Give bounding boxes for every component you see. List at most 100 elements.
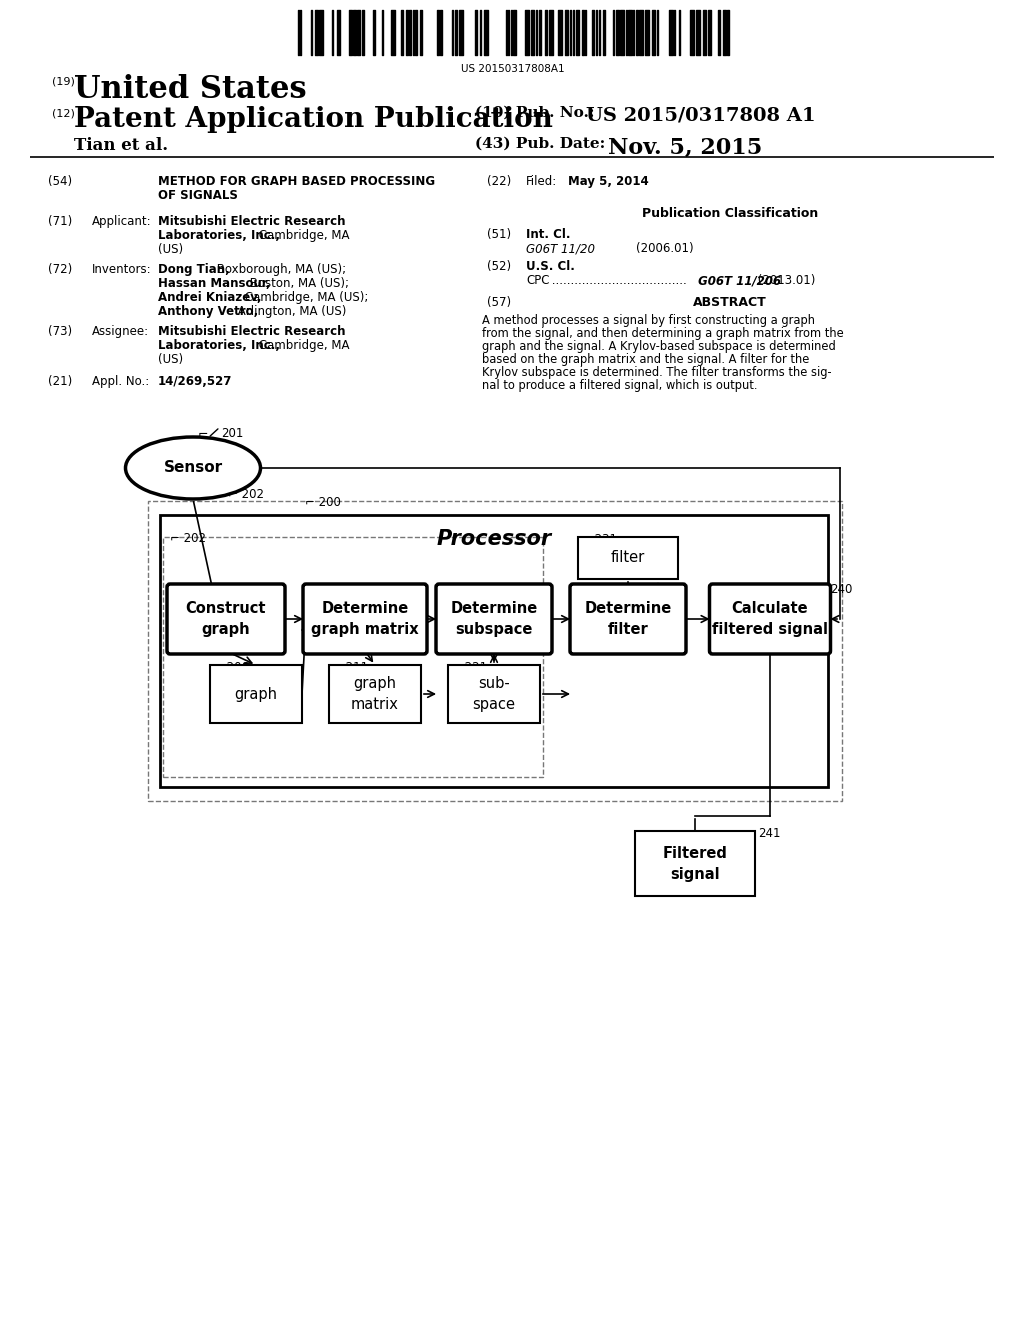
Text: (2006.01): (2006.01) <box>636 242 693 255</box>
Text: Krylov subspace is determined. The filter transforms the sig-: Krylov subspace is determined. The filte… <box>482 366 831 379</box>
Text: 241: 241 <box>758 828 780 840</box>
Text: (10) Pub. No.:: (10) Pub. No.: <box>475 106 595 120</box>
Text: filter: filter <box>611 550 645 565</box>
Text: Anthony Vetro,: Anthony Vetro, <box>158 305 258 318</box>
FancyBboxPatch shape <box>635 832 755 896</box>
Text: ⌐ 202: ⌐ 202 <box>228 488 264 502</box>
Text: Inventors:: Inventors: <box>92 263 152 276</box>
FancyBboxPatch shape <box>710 583 830 653</box>
Text: US 20150317808A1: US 20150317808A1 <box>461 63 564 74</box>
Text: (US): (US) <box>158 352 183 366</box>
Text: (12): (12) <box>52 108 75 117</box>
Text: (19): (19) <box>52 77 75 86</box>
Text: OF SIGNALS: OF SIGNALS <box>158 189 238 202</box>
Text: (51): (51) <box>487 228 511 242</box>
Text: Laboratories, Inc.,: Laboratories, Inc., <box>158 228 280 242</box>
Text: Arlington, MA (US): Arlington, MA (US) <box>234 305 346 318</box>
Text: (21): (21) <box>48 375 73 388</box>
Text: ⌐ 220: ⌐ 220 <box>444 583 480 597</box>
Text: Construct
graph: Construct graph <box>185 601 266 638</box>
Text: based on the graph matrix and the signal. A filter for the: based on the graph matrix and the signal… <box>482 352 809 366</box>
Text: (54): (54) <box>48 176 72 187</box>
Text: Processor: Processor <box>436 529 552 549</box>
Text: nal to produce a filtered signal, which is output.: nal to produce a filtered signal, which … <box>482 379 758 392</box>
Text: ⌐ 230: ⌐ 230 <box>578 583 613 597</box>
FancyBboxPatch shape <box>578 537 678 579</box>
Text: (43) Pub. Date:: (43) Pub. Date: <box>475 137 605 150</box>
FancyBboxPatch shape <box>449 665 540 723</box>
Text: ....................................: .................................... <box>548 275 687 286</box>
Text: Determine
subspace: Determine subspace <box>451 601 538 638</box>
Text: Nov. 5, 2015: Nov. 5, 2015 <box>608 137 762 158</box>
Text: Andrei Kniazev,: Andrei Kniazev, <box>158 290 261 304</box>
Text: ⌐ 206: ⌐ 206 <box>213 661 249 675</box>
Text: ⌐: ⌐ <box>743 828 753 840</box>
Text: Mitsubishi Electric Research: Mitsubishi Electric Research <box>158 215 345 228</box>
Text: United States: United States <box>74 74 306 106</box>
Text: G06T 11/206: G06T 11/206 <box>694 275 781 286</box>
Text: Cambridge, MA (US);: Cambridge, MA (US); <box>241 290 369 304</box>
Text: Tian et al.: Tian et al. <box>74 137 168 154</box>
FancyBboxPatch shape <box>329 665 421 723</box>
Text: Int. Cl.: Int. Cl. <box>526 228 570 242</box>
Text: ⌐ 211: ⌐ 211 <box>332 661 368 675</box>
Text: CPC: CPC <box>526 275 550 286</box>
Text: Hassan Mansour,: Hassan Mansour, <box>158 277 270 290</box>
Text: ⌐ 231: ⌐ 231 <box>581 533 617 546</box>
Text: Cambridge, MA: Cambridge, MA <box>255 228 349 242</box>
Text: (22): (22) <box>487 176 511 187</box>
FancyBboxPatch shape <box>570 583 686 653</box>
Text: Appl. No.:: Appl. No.: <box>92 375 150 388</box>
Text: from the signal, and then determining a graph matrix from the: from the signal, and then determining a … <box>482 327 844 341</box>
Ellipse shape <box>126 437 260 499</box>
Text: ⌐ 200: ⌐ 200 <box>305 496 341 510</box>
Text: Calculate
filtered signal: Calculate filtered signal <box>712 601 828 638</box>
Text: graph
matrix: graph matrix <box>351 676 399 711</box>
Text: Determine
filter: Determine filter <box>585 601 672 638</box>
Text: Assignee:: Assignee: <box>92 325 150 338</box>
Text: G06T 11/20: G06T 11/20 <box>526 242 595 255</box>
Text: ⌐ 210: ⌐ 210 <box>311 583 347 597</box>
Text: (71): (71) <box>48 215 73 228</box>
Text: Patent Application Publication: Patent Application Publication <box>74 106 553 133</box>
Text: Boxborough, MA (US);: Boxborough, MA (US); <box>213 263 346 276</box>
FancyBboxPatch shape <box>210 665 302 723</box>
Text: Mitsubishi Electric Research: Mitsubishi Electric Research <box>158 325 345 338</box>
Text: Dong Tian,: Dong Tian, <box>158 263 229 276</box>
Text: Boston, MA (US);: Boston, MA (US); <box>246 277 349 290</box>
Text: Filed:: Filed: <box>526 176 557 187</box>
Text: 14/269,527: 14/269,527 <box>158 375 232 388</box>
Text: (72): (72) <box>48 263 73 276</box>
Text: 201: 201 <box>221 426 244 440</box>
Text: Determine
graph matrix: Determine graph matrix <box>311 601 419 638</box>
Text: METHOD FOR GRAPH BASED PROCESSING: METHOD FOR GRAPH BASED PROCESSING <box>158 176 435 187</box>
Text: ⌐ 202: ⌐ 202 <box>170 532 206 545</box>
Text: (US): (US) <box>158 243 183 256</box>
FancyBboxPatch shape <box>436 583 552 653</box>
Text: (2013.01): (2013.01) <box>754 275 815 286</box>
Text: Publication Classification: Publication Classification <box>642 207 818 220</box>
Text: 240: 240 <box>830 583 852 597</box>
Text: (57): (57) <box>487 296 511 309</box>
Text: Laboratories, Inc.,: Laboratories, Inc., <box>158 339 280 352</box>
Text: (73): (73) <box>48 325 72 338</box>
Text: Sensor: Sensor <box>164 461 222 475</box>
Text: May 5, 2014: May 5, 2014 <box>568 176 649 187</box>
Text: A method processes a signal by first constructing a graph: A method processes a signal by first con… <box>482 314 815 327</box>
Text: ⌐ 205: ⌐ 205 <box>175 583 211 597</box>
Text: Cambridge, MA: Cambridge, MA <box>255 339 349 352</box>
Text: ABSTRACT: ABSTRACT <box>693 296 767 309</box>
Text: U.S. Cl.: U.S. Cl. <box>526 260 574 273</box>
Text: US 2015/0317808 A1: US 2015/0317808 A1 <box>586 106 816 124</box>
Text: ⌐ 221: ⌐ 221 <box>451 661 487 675</box>
Text: Filtered
signal: Filtered signal <box>663 846 727 882</box>
Text: sub-
space: sub- space <box>472 676 515 711</box>
Text: graph: graph <box>234 686 278 701</box>
Text: ⌐: ⌐ <box>198 426 208 440</box>
Text: (52): (52) <box>487 260 511 273</box>
Text: graph and the signal. A Krylov-based subspace is determined: graph and the signal. A Krylov-based sub… <box>482 341 836 352</box>
FancyBboxPatch shape <box>167 583 285 653</box>
Text: ⌐: ⌐ <box>815 583 825 597</box>
FancyBboxPatch shape <box>303 583 427 653</box>
Text: Applicant:: Applicant: <box>92 215 152 228</box>
